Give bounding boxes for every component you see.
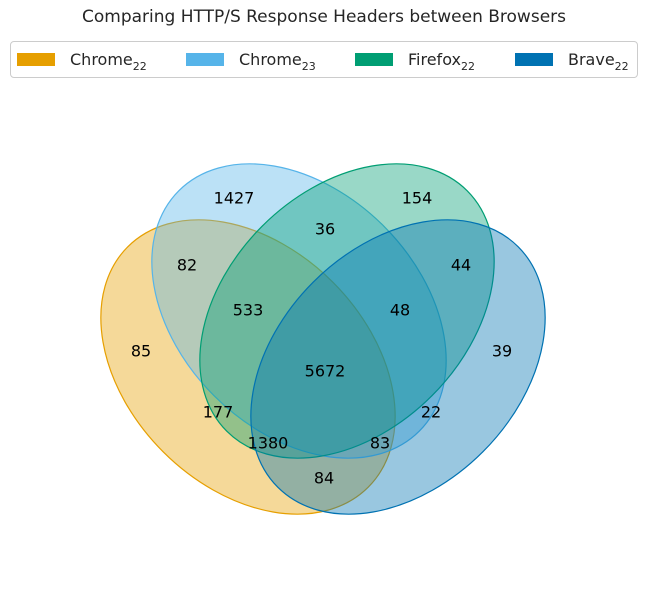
legend-label-chrome23: Chrome23	[239, 50, 316, 73]
region-chrome22-chrome23: 82	[177, 256, 197, 275]
legend-label-chrome22: Chrome22	[70, 50, 147, 73]
legend-swatch-brave22	[515, 53, 553, 66]
region-chrome23-brave22: 22	[421, 403, 441, 422]
region-chrome22-brave22: 84	[314, 469, 334, 488]
legend-swatch-chrome22	[17, 53, 55, 66]
set-brave22	[250, 219, 546, 515]
region-firefox22-only: 154	[402, 189, 433, 208]
set-firefox22	[199, 163, 495, 459]
region-chrome22-firefox22-brave22: 83	[370, 434, 390, 453]
legend-label-firefox22: Firefox22	[408, 50, 475, 73]
legend-item-brave22: Brave22	[515, 42, 629, 77]
chart-title: Comparing HTTP/S Response Headers betwee…	[81, 7, 567, 27]
legend-item-chrome22: Chrome22	[17, 42, 147, 77]
legend-item-chrome23: Chrome23	[186, 42, 316, 77]
legend: Chrome22 Chrome23 Firefox22 Brave22	[10, 41, 638, 78]
region-chrome23-firefox22-brave22: 48	[390, 301, 410, 320]
legend-label-brave22: Brave22	[568, 50, 629, 73]
region-chrome22-firefox22: 177	[203, 403, 234, 422]
region-chrome22-chrome23-firefox22: 533	[233, 301, 264, 320]
region-brave22-only: 39	[492, 342, 512, 361]
set-chrome23	[151, 163, 447, 459]
region-firefox22-brave22: 44	[451, 256, 471, 275]
legend-swatch-firefox22	[355, 53, 393, 66]
legend-swatch-chrome23	[186, 53, 224, 66]
region-all-four: 5672	[305, 362, 346, 381]
legend-item-firefox22: Firefox22	[355, 42, 475, 77]
set-chrome22	[100, 219, 396, 515]
region-chrome22-chrome23-brave22: 1380	[248, 434, 289, 453]
region-chrome23-only: 1427	[214, 189, 255, 208]
region-chrome22-only: 85	[131, 342, 151, 361]
region-chrome23-firefox22: 36	[315, 220, 335, 239]
